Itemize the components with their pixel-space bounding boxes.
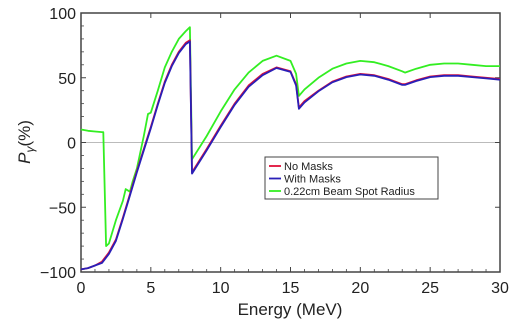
tick-labels: 0 5 10 15 20 25 30 −100 −50 0 50 100 bbox=[40, 6, 509, 297]
series-line-2 bbox=[80, 26, 500, 247]
legend-label: No Masks bbox=[284, 161, 333, 173]
y-axis-title: Pγ(%) bbox=[15, 120, 37, 164]
series-line-0 bbox=[80, 39, 501, 271]
x-tick-label: 25 bbox=[421, 280, 439, 297]
legend-label: With Masks bbox=[284, 174, 341, 186]
series-lines bbox=[80, 26, 501, 271]
y-tick-label: 0 bbox=[67, 136, 76, 153]
x-axis-title: Energy (MeV) bbox=[238, 300, 343, 319]
x-tick-label: 30 bbox=[491, 280, 509, 297]
x-tick-label: 0 bbox=[77, 280, 86, 297]
tick-marks bbox=[80, 12, 501, 273]
x-tick-label: 20 bbox=[351, 280, 369, 297]
y-axis-title-main: P bbox=[15, 152, 34, 164]
y-axis-title-sub: γ bbox=[23, 146, 37, 153]
series-line-1 bbox=[80, 40, 501, 271]
y-tick-label: −50 bbox=[49, 200, 76, 217]
legend-label: 0.22cm Beam Spot Radius bbox=[284, 186, 415, 198]
y-tick-label: 50 bbox=[58, 71, 76, 88]
legend-box bbox=[264, 156, 439, 200]
x-tick-label: 10 bbox=[212, 280, 230, 297]
y-tick-label: −100 bbox=[40, 265, 76, 282]
y-tick-label: 100 bbox=[49, 6, 76, 23]
x-tick-label: 5 bbox=[146, 280, 155, 297]
x-tick-label: 15 bbox=[282, 280, 300, 297]
y-axis-title-tail: (%) bbox=[15, 120, 34, 146]
